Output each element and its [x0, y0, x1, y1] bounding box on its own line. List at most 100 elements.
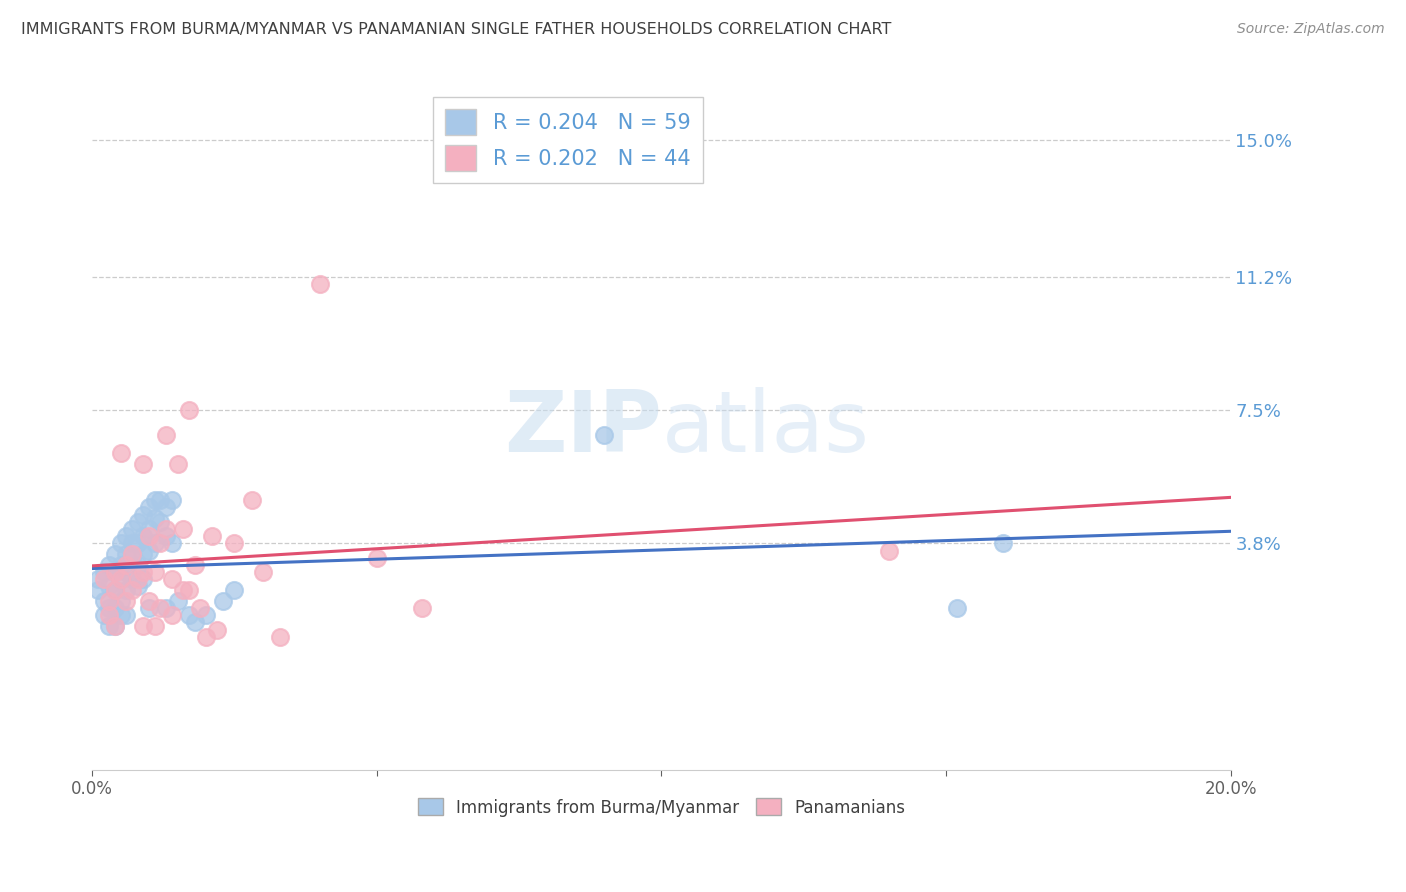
- Point: [224, 536, 246, 550]
- Point: [127, 558, 149, 572]
- Point: [946, 601, 969, 615]
- Point: [93, 565, 115, 579]
- Point: [143, 511, 166, 525]
- Point: [98, 580, 121, 594]
- Point: [155, 428, 177, 442]
- Point: [132, 508, 155, 522]
- Point: [132, 457, 155, 471]
- Point: [155, 529, 177, 543]
- Point: [149, 536, 172, 550]
- Point: [98, 619, 121, 633]
- Point: [138, 500, 160, 515]
- Point: [212, 594, 235, 608]
- Point: [188, 601, 211, 615]
- Point: [240, 493, 263, 508]
- Point: [155, 522, 177, 536]
- Point: [138, 594, 160, 608]
- Point: [308, 277, 330, 292]
- Text: Source: ZipAtlas.com: Source: ZipAtlas.com: [1237, 22, 1385, 37]
- Point: [172, 522, 194, 536]
- Point: [98, 558, 121, 572]
- Point: [104, 601, 127, 615]
- Point: [127, 515, 149, 529]
- Point: [183, 615, 205, 630]
- Point: [195, 608, 218, 623]
- Point: [104, 583, 127, 598]
- Point: [132, 547, 155, 561]
- Point: [132, 529, 155, 543]
- Point: [127, 536, 149, 550]
- Point: [269, 630, 291, 644]
- Point: [115, 565, 138, 579]
- Text: IMMIGRANTS FROM BURMA/MYANMAR VS PANAMANIAN SINGLE FATHER HOUSEHOLDS CORRELATION: IMMIGRANTS FROM BURMA/MYANMAR VS PANAMAN…: [21, 22, 891, 37]
- Point: [166, 457, 188, 471]
- Point: [132, 572, 155, 586]
- Point: [121, 547, 143, 561]
- Point: [98, 608, 121, 623]
- Point: [110, 558, 132, 572]
- Point: [93, 572, 115, 586]
- Point: [110, 446, 132, 460]
- Point: [93, 594, 115, 608]
- Point: [121, 572, 143, 586]
- Point: [115, 583, 138, 598]
- Point: [104, 565, 127, 579]
- Point: [104, 565, 127, 579]
- Point: [877, 543, 900, 558]
- Point: [991, 536, 1014, 550]
- Point: [177, 608, 200, 623]
- Point: [87, 572, 110, 586]
- Point: [127, 572, 149, 586]
- Point: [224, 583, 246, 598]
- Point: [138, 522, 160, 536]
- Point: [143, 619, 166, 633]
- Point: [160, 608, 183, 623]
- Point: [110, 536, 132, 550]
- Point: [252, 565, 274, 579]
- Point: [115, 558, 138, 572]
- Point: [172, 583, 194, 598]
- Point: [87, 583, 110, 598]
- Point: [143, 493, 166, 508]
- Point: [411, 601, 433, 615]
- Point: [104, 619, 127, 633]
- Point: [143, 536, 166, 550]
- Point: [110, 572, 132, 586]
- Point: [127, 580, 149, 594]
- Point: [110, 594, 132, 608]
- Text: ZIP: ZIP: [503, 386, 661, 470]
- Point: [166, 594, 188, 608]
- Point: [115, 594, 138, 608]
- Point: [110, 608, 132, 623]
- Point: [177, 583, 200, 598]
- Point: [132, 565, 155, 579]
- Point: [366, 550, 388, 565]
- Point: [160, 493, 183, 508]
- Legend: Immigrants from Burma/Myanmar, Panamanians: Immigrants from Burma/Myanmar, Panamania…: [411, 792, 911, 823]
- Point: [155, 500, 177, 515]
- Point: [183, 558, 205, 572]
- Point: [160, 536, 183, 550]
- Point: [104, 547, 127, 561]
- Point: [195, 630, 218, 644]
- Point: [177, 403, 200, 417]
- Point: [149, 493, 172, 508]
- Point: [149, 515, 172, 529]
- Point: [132, 619, 155, 633]
- Point: [160, 572, 183, 586]
- Point: [143, 565, 166, 579]
- Point: [98, 594, 121, 608]
- Point: [149, 601, 172, 615]
- Point: [93, 608, 115, 623]
- Point: [104, 583, 127, 598]
- Point: [121, 550, 143, 565]
- Point: [115, 547, 138, 561]
- Point: [121, 583, 143, 598]
- Point: [115, 529, 138, 543]
- Point: [138, 529, 160, 543]
- Point: [593, 428, 616, 442]
- Point: [138, 601, 160, 615]
- Point: [207, 623, 229, 637]
- Point: [104, 619, 127, 633]
- Point: [155, 601, 177, 615]
